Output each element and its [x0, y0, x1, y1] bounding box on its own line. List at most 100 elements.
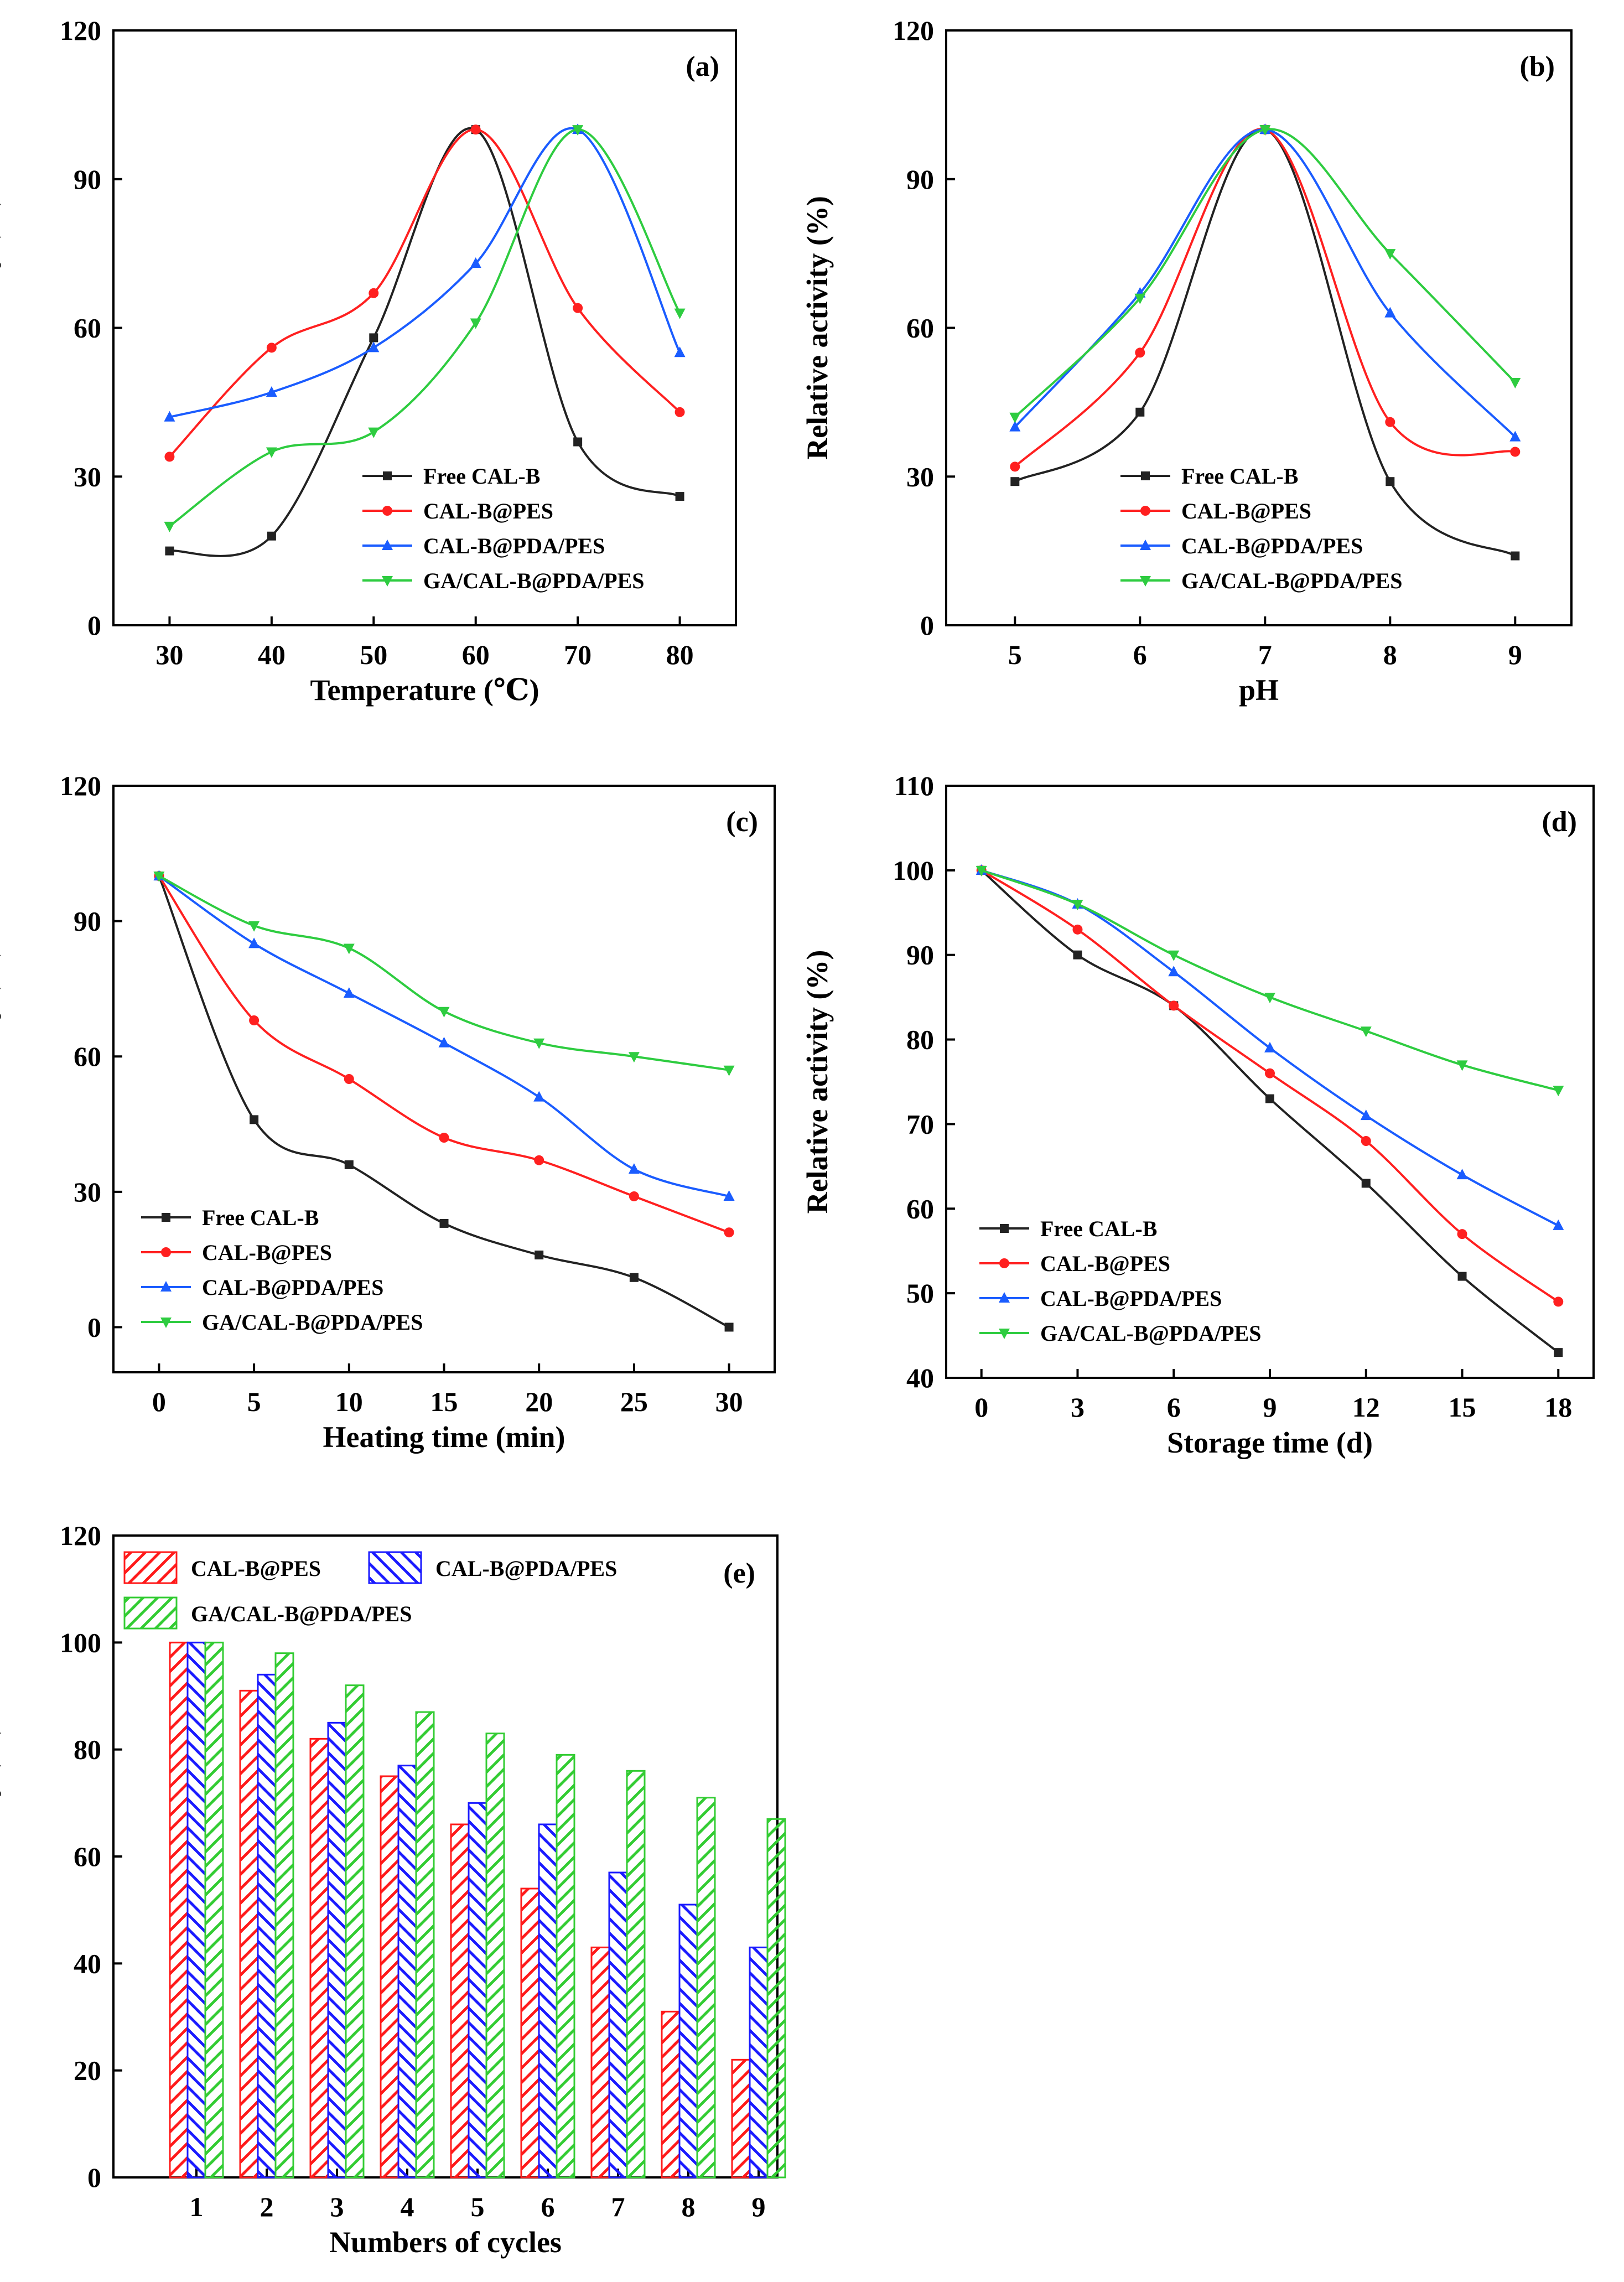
legend-label: CAL-B@PDA/PES — [435, 1556, 617, 1581]
series-line — [1014, 128, 1516, 468]
data-point — [724, 1227, 734, 1238]
legend-marker — [382, 576, 393, 587]
data-point — [369, 333, 378, 343]
x-tick-label: 9 — [1508, 639, 1522, 670]
bar — [749, 1946, 769, 2179]
data-point — [1072, 924, 1083, 935]
bar — [485, 1733, 505, 2179]
legend-marker — [1140, 576, 1151, 587]
y-tick-label: 90 — [74, 164, 101, 195]
panel-label: (a) — [686, 51, 719, 82]
legend-label: Free CAL-B — [1181, 464, 1298, 489]
bar — [766, 1818, 786, 2179]
bar — [661, 2010, 681, 2179]
y-tick-label: 0 — [87, 2162, 101, 2193]
data-point — [1360, 1109, 1372, 1121]
data-point — [1511, 551, 1520, 561]
y-tick-label: 30 — [74, 1176, 101, 1207]
data-point — [629, 1273, 639, 1282]
bar — [327, 1721, 347, 2179]
data-point — [438, 1007, 450, 1018]
y-tick-label: 90 — [906, 940, 934, 971]
y-axis-label: Relative activity (%) — [801, 950, 834, 1214]
data-point — [344, 1074, 354, 1084]
y-tick-label: 70 — [906, 1108, 934, 1139]
data-point — [369, 288, 379, 298]
data-point — [439, 1133, 449, 1143]
data-point — [533, 1038, 545, 1049]
legend-label: CAL-B@PDA/PES — [202, 1275, 383, 1300]
data-point — [1554, 1348, 1563, 1357]
x-tick-label: 6 — [541, 2191, 555, 2222]
data-point — [249, 1015, 260, 1025]
data-point — [1168, 966, 1180, 977]
panel-label: (c) — [726, 806, 758, 838]
legend-marker — [1141, 471, 1150, 480]
chart-panel-a: 0 30 60 90 120 Relative activity (%) Temperatu… — [0, 15, 737, 707]
x-tick-label: 70 — [564, 639, 592, 670]
x-tick-label: 5 — [247, 1386, 261, 1417]
data-point — [1169, 1000, 1179, 1011]
data-point — [976, 865, 987, 877]
data-point — [1168, 950, 1180, 961]
legend-marker — [999, 1292, 1010, 1303]
data-point — [723, 1065, 735, 1076]
data-point — [470, 318, 481, 329]
data-point — [439, 1218, 449, 1228]
data-point — [1509, 431, 1521, 442]
series-line — [158, 875, 730, 1197]
data-point — [1135, 407, 1145, 417]
x-tick-label: 50 — [360, 639, 387, 670]
data-point — [1457, 1272, 1467, 1281]
data-point — [470, 125, 481, 135]
y-tick-label: 60 — [906, 313, 934, 344]
x-tick-label: 8 — [1383, 639, 1397, 670]
x-axis-label: Heating time (min) — [323, 1420, 565, 1454]
data-point — [266, 447, 277, 458]
x-tick-label: 3 — [330, 2191, 344, 2222]
data-point — [368, 341, 380, 352]
legend-marker — [999, 1258, 1009, 1268]
legend-marker — [1140, 506, 1150, 516]
legend-label: GA/CAL-B@PDA/PES — [202, 1310, 423, 1335]
y-tick-label: 60 — [74, 1841, 101, 1872]
panel-label: (b) — [1519, 51, 1555, 82]
legend-marker — [1000, 1224, 1009, 1233]
bar — [450, 1823, 470, 2179]
y-tick-label: 100 — [893, 855, 934, 886]
bar — [696, 1797, 716, 2179]
chart-panel-e: 0 20 40 60 80 100 120 Relative activity (%) Numb… — [0, 1520, 786, 2259]
legend-label: GA/CAL-B@PDA/PES — [1040, 1321, 1261, 1346]
data-point — [1384, 307, 1396, 318]
data-point — [1457, 1229, 1467, 1239]
data-point — [533, 1091, 545, 1102]
x-tick-label: 7 — [1258, 639, 1272, 670]
y-tick-label: 40 — [74, 1948, 101, 1979]
legend-label: Free CAL-B — [202, 1205, 319, 1230]
bar — [538, 1823, 558, 2179]
x-tick-label: 2 — [260, 2191, 274, 2222]
legend-marker — [999, 1329, 1010, 1339]
y-axis-label: Relative activity (%) — [0, 947, 1, 1211]
data-point — [368, 427, 380, 438]
x-tick-label: 6 — [1167, 1392, 1181, 1423]
y-tick-label: 90 — [74, 906, 101, 937]
legend-label: Free CAL-B — [423, 464, 540, 489]
panel-label: (d) — [1542, 806, 1577, 838]
legend-label: CAL-B@PDA/PES — [1181, 533, 1363, 558]
bar — [520, 1887, 540, 2179]
data-point — [1510, 447, 1521, 457]
data-point — [1010, 477, 1020, 486]
bar — [731, 2058, 751, 2179]
data-point — [248, 921, 260, 932]
y-tick-label: 60 — [74, 313, 101, 344]
data-point — [675, 492, 684, 501]
x-tick-label: 20 — [525, 1386, 553, 1417]
bar — [678, 1904, 698, 2179]
data-point — [674, 308, 686, 319]
series-line — [980, 869, 1559, 1353]
legend-label: CAL-B@PES — [423, 499, 553, 523]
x-tick-label: 5 — [1008, 639, 1022, 670]
data-point — [1384, 249, 1396, 260]
data-point — [1134, 293, 1146, 304]
